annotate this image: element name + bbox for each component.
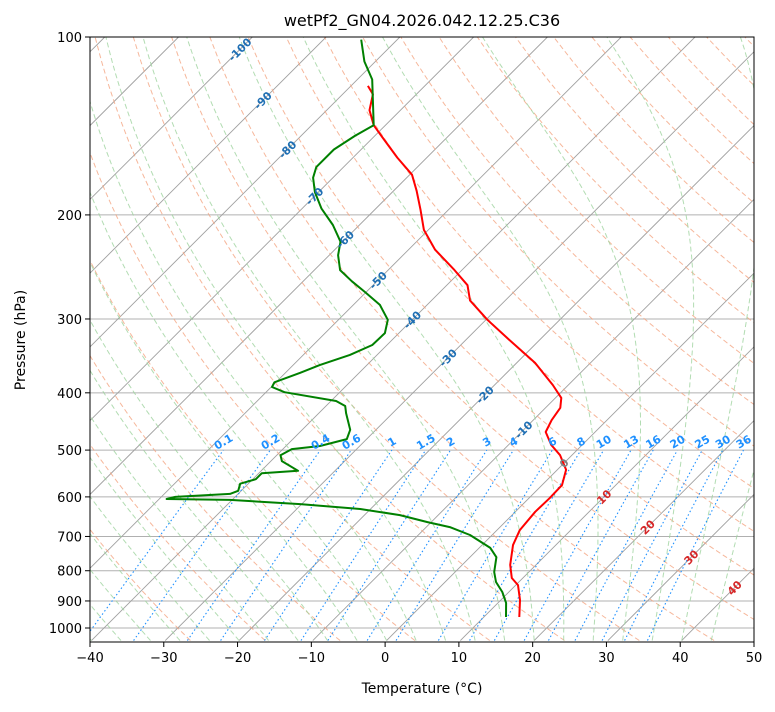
dry-adiabat-line [630,37,775,641]
profiles [167,40,566,617]
isotherm-line [0,37,474,641]
dry-adiabat-line [133,37,639,641]
dry-adiabat-line [0,37,265,641]
moist-adiabat-line [74,37,416,641]
y-tick-label: 100 [57,31,82,46]
moist-adiabat-line [0,37,210,641]
moist-adiabat-line [303,37,564,641]
mixing-ratio-line [83,450,223,640]
x-tick-label: 10 [451,651,468,666]
x-tick-label: 40 [672,651,689,666]
mixing-ratio-label: 6 [546,434,559,449]
mixing-ratio-label: 10 [594,432,614,451]
dry-adiabat-line [554,37,775,641]
moist-adiabat-line [0,37,328,641]
mixing-ratio-label: 1 [386,435,399,450]
background-lines [0,37,775,641]
x-tick-label: 30 [598,651,615,666]
isotherm-label: 20 [638,517,658,537]
isotherm-line [0,37,547,641]
x-tick-label: 0 [381,651,389,666]
dry-adiabat-line [707,37,775,641]
isotherm-label: -50 [367,269,390,292]
dry-adiabat-line [57,37,490,641]
isotherm-line [534,37,775,641]
moist-adiabat-line [0,37,298,641]
mixing-ratio-label: 1.5 [414,432,437,453]
isotherm-label: -30 [437,346,460,369]
isotherm-line [0,37,326,641]
moist-adiabat-line [0,37,269,641]
mixing-ratio-label: 20 [668,432,688,451]
moist-adiabat-line [106,37,446,641]
y-tick-label: 800 [57,565,82,580]
moist-adiabat-line [607,37,694,641]
dry-adiabat-line [0,37,340,641]
y-tick-label: 500 [57,444,82,459]
y-tick-label: 200 [57,209,82,224]
y-tick-label: 700 [57,530,82,545]
isotherm-label: -20 [474,383,497,406]
y-tick-label: 1000 [49,622,82,637]
y-axis-label: Pressure (hPa) [13,290,29,390]
isotherm-label: -80 [276,138,299,161]
isotherm-line [0,37,400,641]
isotherm-label: 40 [725,578,745,598]
x-tick-label: −40 [76,651,103,666]
x-tick-label: −30 [150,651,177,666]
x-axis-label: Temperature (°C) [361,681,483,697]
mixing-ratio-line [221,450,352,640]
chart-title: wetPf2_GN04.2026.042.12.25.C36 [284,11,560,31]
dry-adiabat-line [439,37,775,641]
dry-adiabat-line [745,37,775,641]
mixing-ratio-label: 2 [444,435,457,450]
isotherm-line [18,37,622,641]
x-tick-label: 20 [524,651,541,666]
moist-adiabat-line [21,37,357,641]
y-tick-label: 300 [57,313,82,328]
mixing-ratio-label: 13 [621,433,641,452]
moist-adiabat-line [0,37,239,641]
isotherm-label: -60 [334,228,357,251]
mixing-ratio-label: 30 [713,432,733,451]
mixing-ratio-line [301,450,426,640]
dry-adiabat-line [592,37,775,641]
isotherm-line [0,37,252,641]
mixing-ratio-label: 0.1 [212,432,235,453]
mixing-ratio-label: 25 [693,433,713,452]
dry-adiabat-line [324,37,775,641]
mixing-ratio-line [602,450,702,640]
mixing-ratio-label: 36 [734,432,754,451]
isotherm-label: 0 [557,456,572,471]
moist-adiabat-line [239,37,534,641]
x-tick-label: −10 [298,651,325,666]
isotherm-line [313,37,775,641]
mixing-ratio-label: 0.4 [309,431,333,452]
isotherm-label: -70 [303,185,326,208]
y-tick-label: 400 [57,387,82,402]
moist-adiabat-line [46,37,387,641]
mixing-ratio-label: 16 [644,432,664,451]
x-tick-label: 50 [746,651,763,666]
mixing-ratio-line [328,450,451,640]
mixing-ratio-label: 3 [480,435,493,450]
dry-adiabat-line [516,37,775,641]
isotherm-line [165,37,769,641]
dry-adiabat-line [668,37,775,641]
isotherm-line [682,37,775,641]
dry-adiabat-line [19,37,415,641]
mixing-ratio-label: 8 [575,435,588,450]
moist-adiabat-line [383,37,599,641]
y-tick-label: 600 [57,491,82,506]
isotherm-label: -100 [226,35,255,64]
x-tick-label: −20 [224,651,251,666]
dewpoint-profile-line [167,40,507,617]
mixing-ratio-label: 0.6 [340,431,364,452]
isotherm-line [91,37,695,641]
isotherm-label: -90 [251,89,274,112]
y-tick-label: 900 [57,595,82,610]
isotherm-line [755,37,775,641]
mixing-ratio-line [265,450,392,640]
